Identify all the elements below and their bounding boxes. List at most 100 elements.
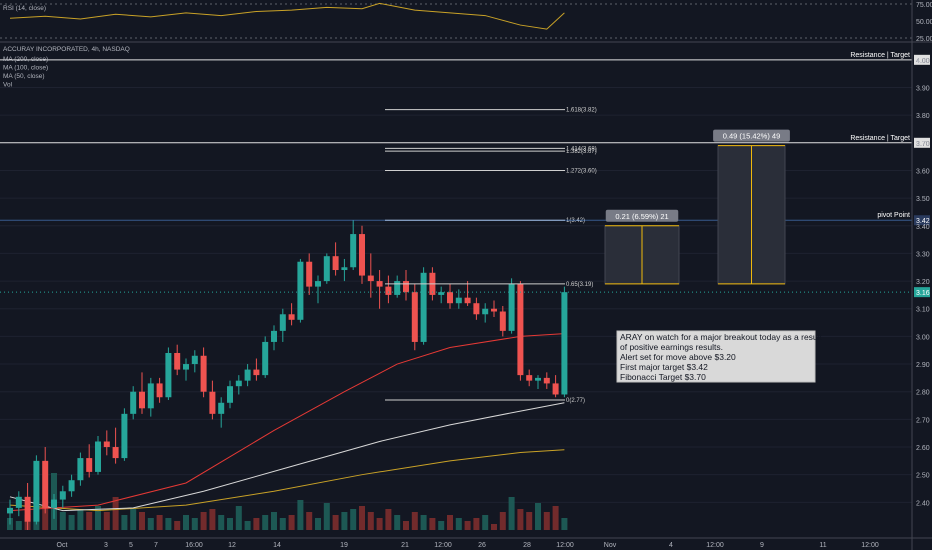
volume-bar	[350, 509, 357, 530]
candle-body	[174, 352, 181, 370]
volume-bar	[209, 509, 216, 530]
candle-body	[535, 377, 541, 381]
price-tick-label: 2.80	[916, 390, 930, 397]
current-price-tag: 3.16	[916, 290, 930, 297]
volume-bar	[227, 518, 233, 530]
volume-bar	[183, 515, 189, 530]
volume-bar	[473, 518, 480, 530]
candle-body	[244, 369, 251, 381]
volume-bar	[121, 515, 128, 530]
candle-body	[86, 458, 93, 472]
note-line: First major target $3.42	[620, 362, 708, 372]
volume-bar	[156, 515, 163, 530]
volume-bar	[200, 512, 207, 530]
time-tick-label: 7	[154, 542, 158, 549]
price-tag-box	[914, 215, 930, 226]
candle-body	[165, 352, 172, 398]
volume-bar	[165, 518, 172, 530]
price-tick-label: 3.00	[916, 334, 930, 341]
candle-body	[103, 441, 110, 448]
time-tick-label: 9	[760, 542, 764, 549]
volume-bar	[367, 512, 374, 530]
volume-bar	[341, 512, 348, 530]
ma50-line	[9, 333, 565, 512]
volume-bar	[543, 512, 550, 530]
candle-body	[491, 308, 497, 312]
candle-body	[130, 391, 137, 414]
note-line: Fibonacci Target $3.70	[620, 372, 706, 382]
volume-bar	[438, 521, 445, 530]
volume-bar	[359, 506, 365, 530]
price-tick-label: 3.90	[916, 85, 930, 92]
time-tick-label: 12:00	[556, 542, 574, 549]
volume-bar	[323, 503, 330, 530]
candle-body	[394, 281, 401, 295]
volume-bar	[235, 506, 242, 530]
volume-bar	[385, 509, 392, 530]
volume-bar	[455, 518, 462, 530]
volume-bar	[429, 518, 436, 530]
candle-body	[59, 491, 66, 500]
candle-body	[42, 460, 49, 508]
time-tick-label: 4	[669, 542, 673, 549]
range-label-box	[713, 129, 790, 142]
time-tick-label: 12:00	[861, 542, 879, 549]
volume-bar	[535, 503, 541, 530]
volume-bar	[95, 506, 101, 530]
price-tick-label: 2.70	[916, 417, 930, 424]
price-tag: 4.00	[916, 58, 930, 65]
candle-body	[526, 375, 533, 381]
volume-bar	[15, 521, 22, 530]
ma200-line	[9, 449, 565, 512]
time-tick-label: 3	[104, 542, 108, 549]
volume-bar	[491, 524, 497, 530]
note-background	[616, 330, 816, 383]
candle-body	[139, 391, 145, 409]
rsi-title: RSI (14, close)	[3, 5, 46, 12]
volume-bar	[508, 497, 515, 530]
candle-body	[438, 292, 445, 295]
candle-body	[359, 234, 365, 276]
volume-bar	[482, 515, 489, 530]
candle-body	[33, 460, 40, 522]
time-tick-label: 5	[129, 542, 133, 549]
candles	[7, 220, 568, 530]
volume-bar	[315, 518, 321, 530]
candle-body	[121, 413, 128, 459]
candle-body	[7, 507, 13, 514]
candle-body	[51, 499, 57, 508]
volume-bar	[68, 515, 75, 530]
rsi-tick-label: 75.00	[916, 2, 932, 9]
time-tick-label: 11	[819, 542, 826, 549]
volume-bar	[499, 512, 506, 530]
horizontal-line-label: pivot Point	[877, 212, 910, 219]
rsi-tick-label: 25.00	[916, 36, 932, 43]
fib-level-label: 0(2.77)	[566, 398, 585, 404]
range-label: 0.49 (15.42%) 49	[723, 132, 781, 141]
candle-body	[253, 369, 260, 376]
candle-body	[420, 272, 427, 342]
candle-body	[552, 383, 559, 395]
volume-bar	[306, 512, 313, 530]
fib-level-label: 1.272(3.60)	[566, 168, 597, 174]
indicator-label: MA (200, close)	[3, 56, 48, 63]
price-tag-box	[914, 54, 930, 65]
volume-bar	[517, 509, 524, 530]
volume-bar	[253, 518, 260, 530]
candle-body	[403, 281, 409, 293]
candle-body	[411, 292, 418, 342]
price-tick-label: 3.10	[916, 307, 930, 314]
time-tick-label: 28	[523, 542, 531, 549]
price-tick-label: 3.40	[916, 224, 930, 231]
candle-body	[183, 364, 189, 370]
candle-body	[508, 283, 515, 331]
candle-body	[499, 311, 506, 331]
price-tick-label: 3.80	[916, 113, 930, 120]
volume-bar	[297, 500, 304, 530]
price-tick-label: 3.30	[916, 251, 930, 258]
volume-bar	[271, 512, 277, 530]
candle-body	[315, 281, 321, 287]
price-tick-label: 3.20	[916, 279, 930, 286]
